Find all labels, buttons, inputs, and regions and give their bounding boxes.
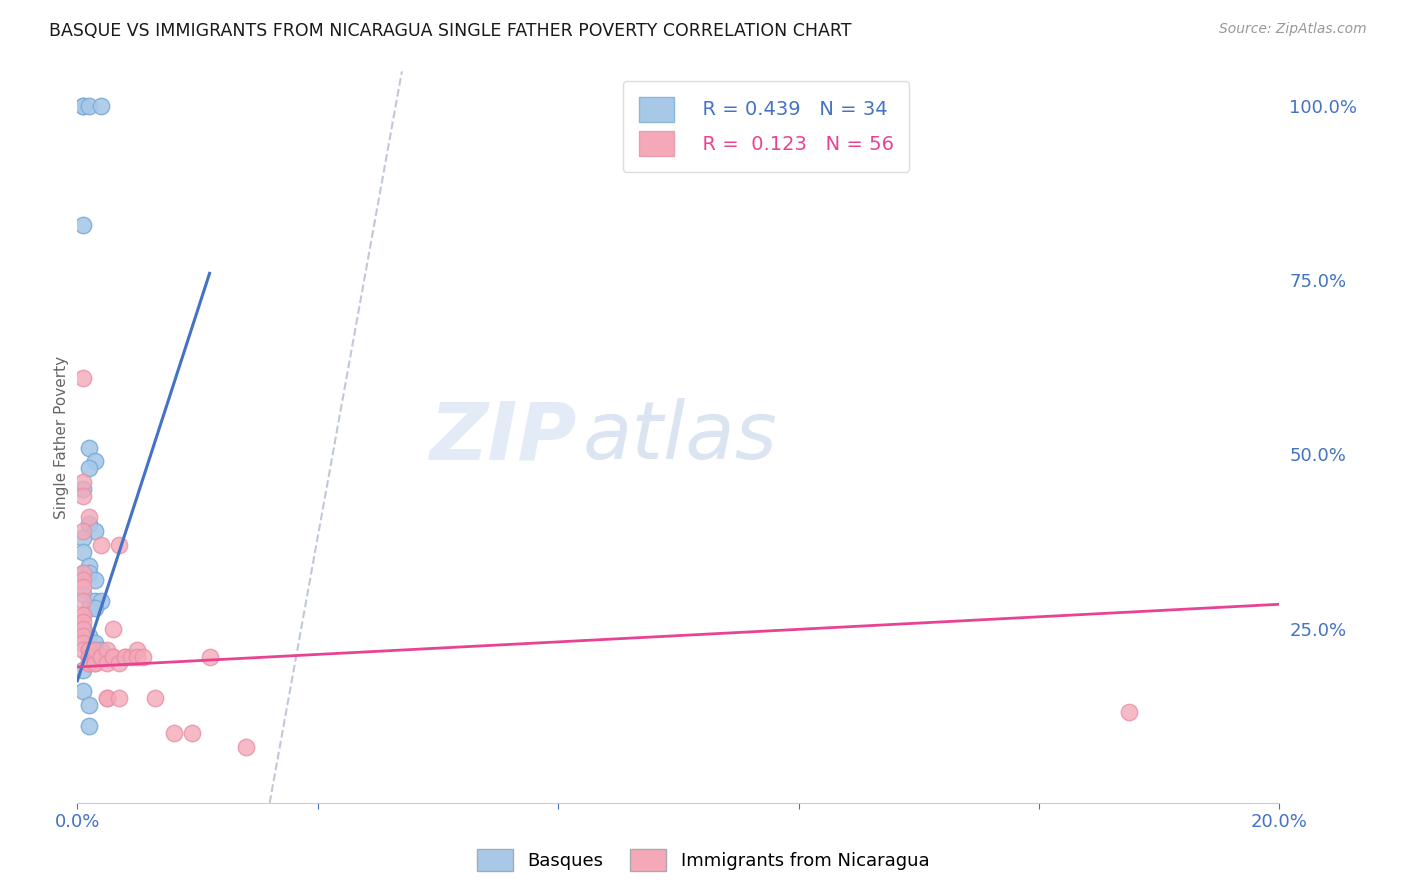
Point <box>103 622 125 636</box>
Point <box>114 649 136 664</box>
Point <box>72 622 94 636</box>
Text: atlas: atlas <box>582 398 778 476</box>
Point <box>84 573 107 587</box>
Point <box>72 483 94 497</box>
Point <box>84 600 107 615</box>
Point <box>132 649 155 664</box>
Point <box>79 461 101 475</box>
Point <box>72 99 94 113</box>
Y-axis label: Single Father Poverty: Single Father Poverty <box>53 356 69 518</box>
Point <box>84 642 107 657</box>
Point <box>72 615 94 629</box>
Point <box>72 99 94 113</box>
Text: BASQUE VS IMMIGRANTS FROM NICARAGUA SINGLE FATHER POVERTY CORRELATION CHART: BASQUE VS IMMIGRANTS FROM NICARAGUA SING… <box>49 22 852 40</box>
Point <box>72 580 94 594</box>
Point <box>127 649 149 664</box>
Point <box>79 517 101 532</box>
Point <box>103 649 125 664</box>
Point <box>72 607 94 622</box>
Legend:   R = 0.439   N = 34,   R =  0.123   N = 56: R = 0.439 N = 34, R = 0.123 N = 56 <box>623 81 910 172</box>
Point <box>90 594 112 608</box>
Point <box>108 538 131 552</box>
Point <box>90 649 112 664</box>
Point <box>84 642 107 657</box>
Point <box>84 635 107 649</box>
Point <box>96 691 118 706</box>
Point <box>79 558 101 573</box>
Point <box>72 629 94 643</box>
Legend: Basques, Immigrants from Nicaragua: Basques, Immigrants from Nicaragua <box>470 842 936 879</box>
Point <box>235 740 257 755</box>
Point <box>72 545 94 559</box>
Point <box>114 649 136 664</box>
Point <box>72 531 94 545</box>
Point <box>72 664 94 678</box>
Point <box>90 99 112 113</box>
Text: Source: ZipAtlas.com: Source: ZipAtlas.com <box>1219 22 1367 37</box>
Point <box>79 642 101 657</box>
Point <box>72 607 94 622</box>
Point <box>79 649 101 664</box>
Point <box>108 657 131 671</box>
Point <box>72 684 94 698</box>
Point <box>79 719 101 733</box>
Point <box>72 622 94 636</box>
Point <box>84 657 107 671</box>
Point <box>79 657 101 671</box>
Point <box>127 642 149 657</box>
Point <box>180 726 202 740</box>
Point <box>84 657 107 671</box>
Point <box>79 698 101 713</box>
Point <box>79 649 101 664</box>
Point <box>84 454 107 468</box>
Point <box>72 573 94 587</box>
Point <box>96 691 118 706</box>
Point <box>79 649 101 664</box>
Point <box>96 657 118 671</box>
Point <box>120 649 142 664</box>
Point <box>79 649 101 664</box>
Point <box>84 649 107 664</box>
Point <box>90 649 112 664</box>
Point <box>72 566 94 580</box>
Point <box>96 642 118 657</box>
Point <box>72 475 94 490</box>
Point <box>72 371 94 385</box>
Point <box>79 99 101 113</box>
Point <box>72 524 94 538</box>
Point <box>90 642 112 657</box>
Point <box>72 642 94 657</box>
Point <box>72 218 94 232</box>
Point <box>72 489 94 503</box>
Point <box>79 510 101 524</box>
Point <box>145 691 167 706</box>
Point <box>79 657 101 671</box>
Point <box>90 649 112 664</box>
Point <box>79 600 101 615</box>
Point <box>72 587 94 601</box>
Point <box>79 642 101 657</box>
Point <box>84 524 107 538</box>
Point <box>79 657 101 671</box>
Point <box>84 594 107 608</box>
Point <box>79 441 101 455</box>
Point <box>79 629 101 643</box>
Point <box>72 594 94 608</box>
Point <box>72 635 94 649</box>
Point <box>103 649 125 664</box>
Point <box>72 622 94 636</box>
Point <box>198 649 221 664</box>
Point <box>84 649 107 664</box>
Point <box>1118 705 1140 719</box>
Point <box>84 649 107 664</box>
Point <box>72 566 94 580</box>
Point <box>108 691 131 706</box>
Point <box>90 538 112 552</box>
Point <box>79 566 101 580</box>
Point <box>162 726 184 740</box>
Point <box>79 657 101 671</box>
Text: ZIP: ZIP <box>429 398 576 476</box>
